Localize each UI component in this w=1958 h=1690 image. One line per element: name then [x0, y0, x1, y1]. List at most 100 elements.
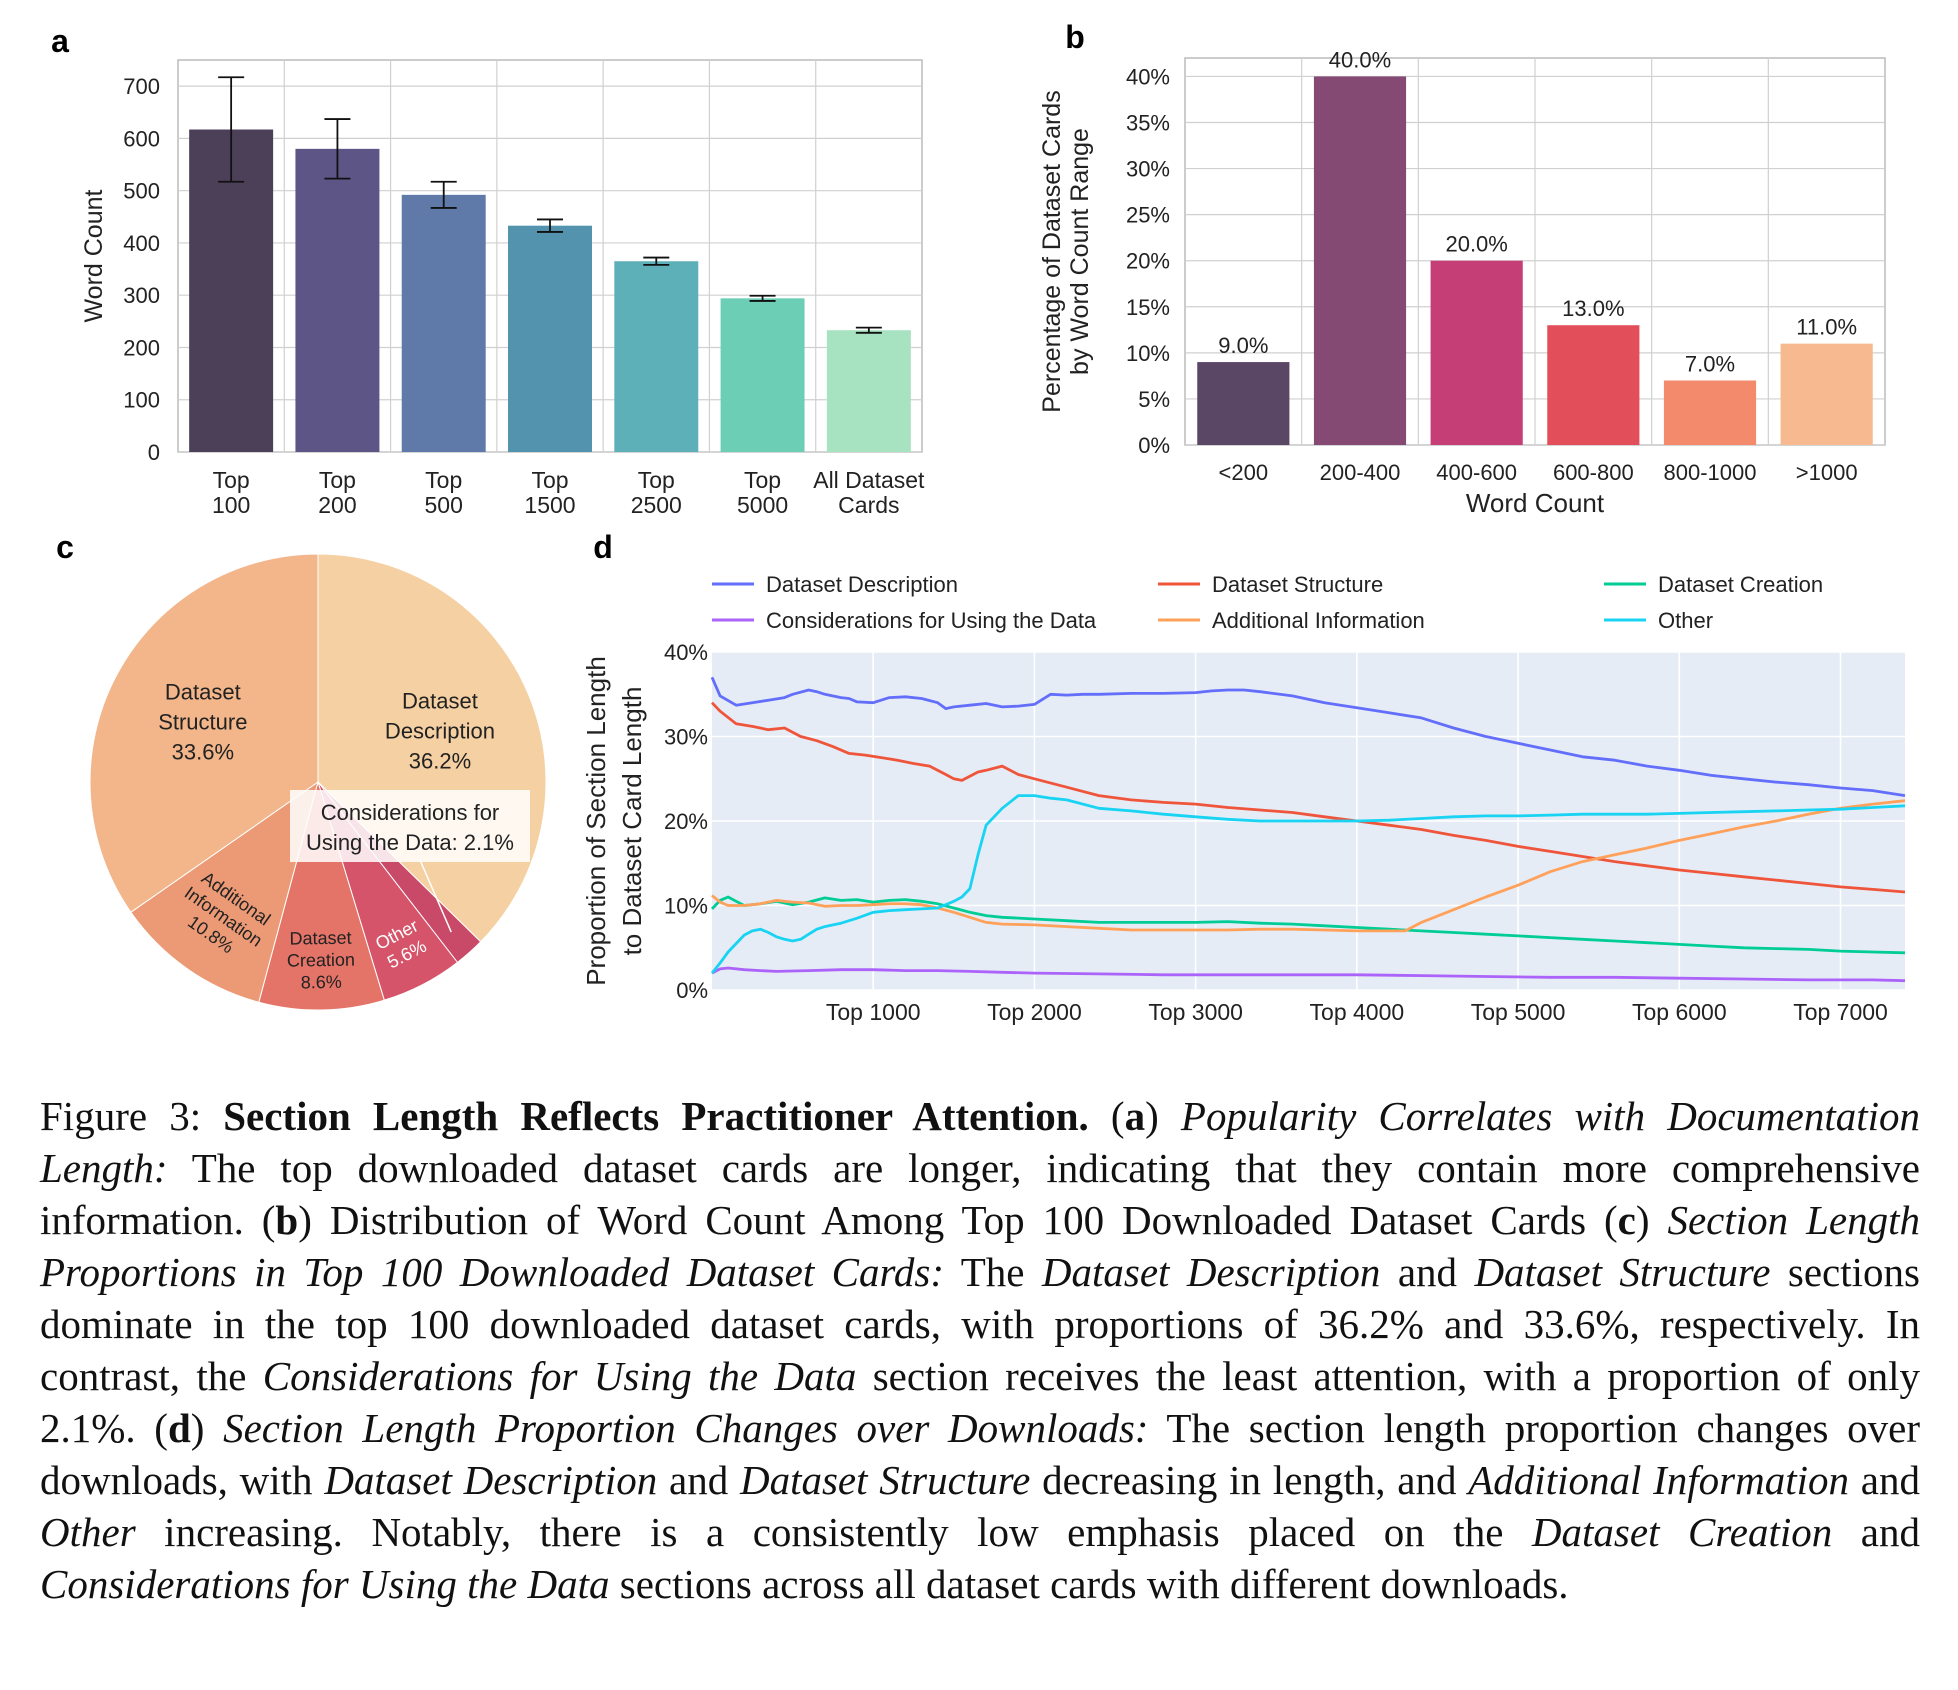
panel-a-bar-chart: a0100200300400500600700Top100Top200Top50… [51, 23, 925, 518]
x-tick-label: Top 1000 [826, 999, 921, 1025]
y-tick-label: 10% [664, 894, 708, 919]
x-tick-label-line: 200 [318, 492, 356, 518]
legend-label: Other [1658, 608, 1713, 633]
bar-data-label: 11.0% [1796, 315, 1857, 340]
callout-label-line: Considerations for [321, 800, 500, 825]
series-line [710, 794, 1906, 974]
x-tick-label-line: Top [531, 467, 568, 493]
bar [401, 194, 486, 452]
y-tick-label: 30% [664, 725, 708, 750]
pie-slice-label-line: Structure [158, 710, 247, 735]
x-tick-label: 800-1000 [1664, 460, 1757, 485]
y-tick-label: 35% [1126, 111, 1170, 136]
bar [1197, 362, 1290, 445]
y-tick-label: 0% [676, 978, 708, 1003]
pie-slice-label-line: 36.2% [409, 749, 471, 774]
y-tick-label: 700 [123, 74, 160, 99]
callout-box [290, 790, 530, 862]
caption-text: ) Distribution of Word Count Among Top 1… [298, 1197, 1618, 1243]
bar [826, 330, 911, 452]
bar [295, 148, 380, 452]
caption-text: c [1617, 1197, 1636, 1243]
bar [720, 298, 805, 452]
caption-text: d [167, 1405, 191, 1451]
bar [1430, 260, 1523, 445]
x-tick-label: Top 2000 [987, 999, 1082, 1025]
y-tick-label: 40% [664, 640, 708, 665]
y-axis-label-line: to Dataset Card Length [617, 687, 647, 956]
pie-slice-label-line: 33.6% [172, 740, 234, 765]
caption-text: a [1124, 1093, 1146, 1139]
callout-label: Considerations for Using the Data: 2.1% [306, 800, 514, 855]
x-tick-label-line: All Dataset [813, 467, 925, 493]
caption-text: section receives the least attention, wi… [40, 1353, 1920, 1451]
y-axis-label-line: Percentage of Dataset Cards [1038, 90, 1066, 412]
x-tick-label: Top 6000 [1632, 999, 1727, 1025]
legend-item: Dataset Creation [1604, 572, 1823, 597]
y-tick-label: 25% [1126, 203, 1170, 228]
panel-d-line-chart: d 0% 10% 20% 30% 40% Top 1000 Top 2000 Top 3000 T… [581, 529, 1906, 1025]
y-tick-label: 15% [1126, 295, 1170, 320]
caption-text: sections across all dataset cards with d… [609, 1561, 1569, 1607]
series-line [711, 966, 1906, 983]
legend-item: Dataset Structure [1158, 572, 1383, 597]
bar-data-label: 9.0% [1218, 333, 1268, 358]
x-tick-label-line: 500 [425, 492, 463, 518]
y-tick-label: 5% [1138, 387, 1170, 412]
pie-slice-label-line: Creation [287, 950, 355, 971]
bar [1547, 325, 1640, 445]
x-tick-label: 200-400 [1320, 460, 1401, 485]
legend-item: Other [1604, 608, 1713, 633]
x-tick-label-line: Top [425, 467, 462, 493]
pie-slice-label-line: Dataset [165, 680, 241, 705]
caption-text: Dataset Structure [739, 1457, 1031, 1503]
caption-text: Additional Information [1468, 1457, 1850, 1503]
caption-text: and [657, 1457, 740, 1503]
callout-label-line: Using the Data: 2.1% [306, 830, 514, 855]
panel-letter: d [593, 529, 613, 565]
x-tick-label: 400-600 [1436, 460, 1517, 485]
x-tick-label-line: Top [638, 467, 675, 493]
caption-text: The top downloaded dataset cards are lon… [40, 1145, 1920, 1243]
caption-text: ( [1088, 1093, 1125, 1139]
x-tick-label-line: Top [213, 467, 250, 493]
caption-text: Considerations for Using the Data [262, 1353, 857, 1399]
pie-slice [258, 780, 385, 1011]
y-axis-label-line: by Word Count Range [1066, 128, 1094, 375]
x-tick-label-line: 5000 [737, 492, 788, 518]
legend-label: Considerations for Using the Data [766, 608, 1097, 633]
pie-slice-label: Dataset Description 36.2% [385, 689, 495, 774]
legend-label: Dataset Creation [1658, 572, 1823, 597]
x-tick-label-line: Top [744, 467, 781, 493]
y-axis-label: Percentage of Dataset Cards by Word Count… [1038, 90, 1094, 412]
caption-text: increasing. Notably, there is a consiste… [135, 1509, 1532, 1555]
x-axis-label: Word Count [1466, 488, 1605, 518]
panel-letter: a [51, 23, 69, 59]
caption-text: sections dominate in the top 100 downloa… [40, 1249, 1920, 1399]
y-axis-label-line: Proportion of Section Length [581, 656, 611, 986]
pie-slice-label-line: 8.6% [301, 972, 342, 993]
series-line [710, 676, 1906, 797]
legend-item: Considerations for Using the Data [712, 608, 1097, 633]
caption-text: ) [1635, 1197, 1668, 1243]
x-tick-label-line: 100 [212, 492, 250, 518]
figure-3: a0100200300400500600700Top100Top200Top50… [51, 19, 1906, 1025]
bar [614, 261, 699, 452]
series-line [711, 799, 1906, 933]
x-tick-label: Top 3000 [1148, 999, 1243, 1025]
caption-text: Dataset Description [1041, 1249, 1381, 1295]
caption-text: Section Length Proportion Changes over D… [223, 1405, 1149, 1451]
y-tick-label: 30% [1126, 157, 1170, 182]
panel-b-bar-chart: b 0% 5% 10% 15% 20% 25% 30% 35% 40% 9.0% <200 40.0% 2… [1038, 19, 1886, 518]
caption-text: Popularity Correlates with Documentation… [40, 1093, 1921, 1191]
y-tick-label: 300 [123, 283, 160, 308]
caption-text: The section length proportion changes ov… [40, 1405, 1921, 1503]
caption-text: Dataset Structure [1474, 1249, 1771, 1295]
pie-slice-label: Dataset Structure 33.6% [158, 680, 247, 765]
y-axis-label: Word Count [80, 189, 108, 322]
